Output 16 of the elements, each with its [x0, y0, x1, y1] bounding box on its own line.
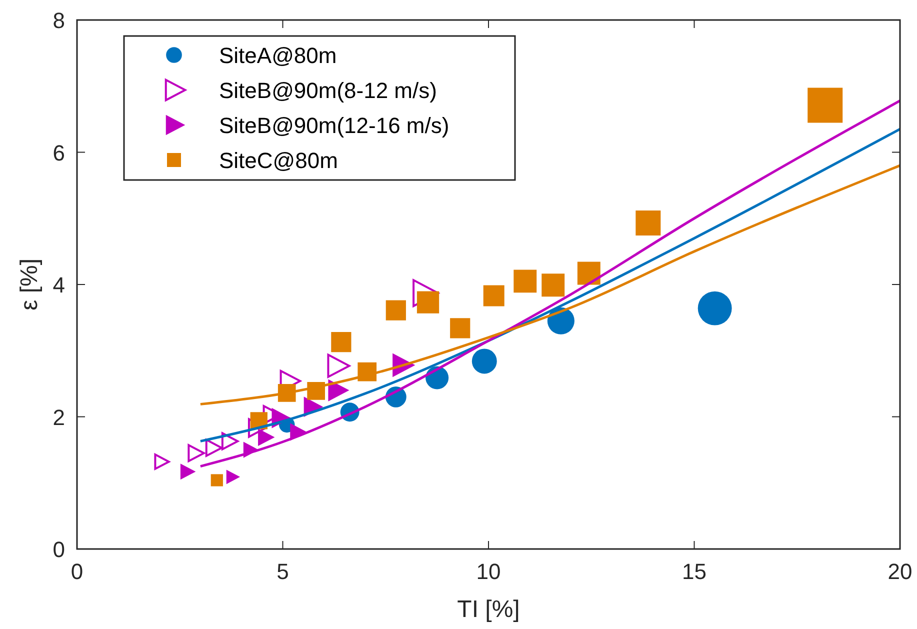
y-tick-label: 0	[52, 537, 65, 562]
x-axis-title: TI [%]	[457, 596, 520, 623]
y-tick-label: 6	[52, 140, 65, 166]
legend-label: SiteC@80m	[219, 148, 338, 173]
y-tick-label: 8	[52, 8, 65, 33]
x-tick-label: 15	[682, 559, 706, 584]
y-tick-label: 4	[52, 272, 65, 298]
x-tick-label: 0	[70, 559, 84, 584]
x-tick-label: 10	[476, 559, 501, 584]
y-axis-title: ε [%]	[16, 258, 43, 311]
x-tick-label: 20	[888, 559, 912, 584]
y-tick-label: 2	[52, 404, 65, 430]
legend-label: SiteB@90m(8-12 m/s)	[219, 78, 437, 103]
legend-label: SiteB@90m(12-16 m/s)	[219, 113, 450, 138]
legend-label: SiteA@80m	[219, 43, 337, 68]
x-tick-label: 5	[276, 559, 289, 584]
